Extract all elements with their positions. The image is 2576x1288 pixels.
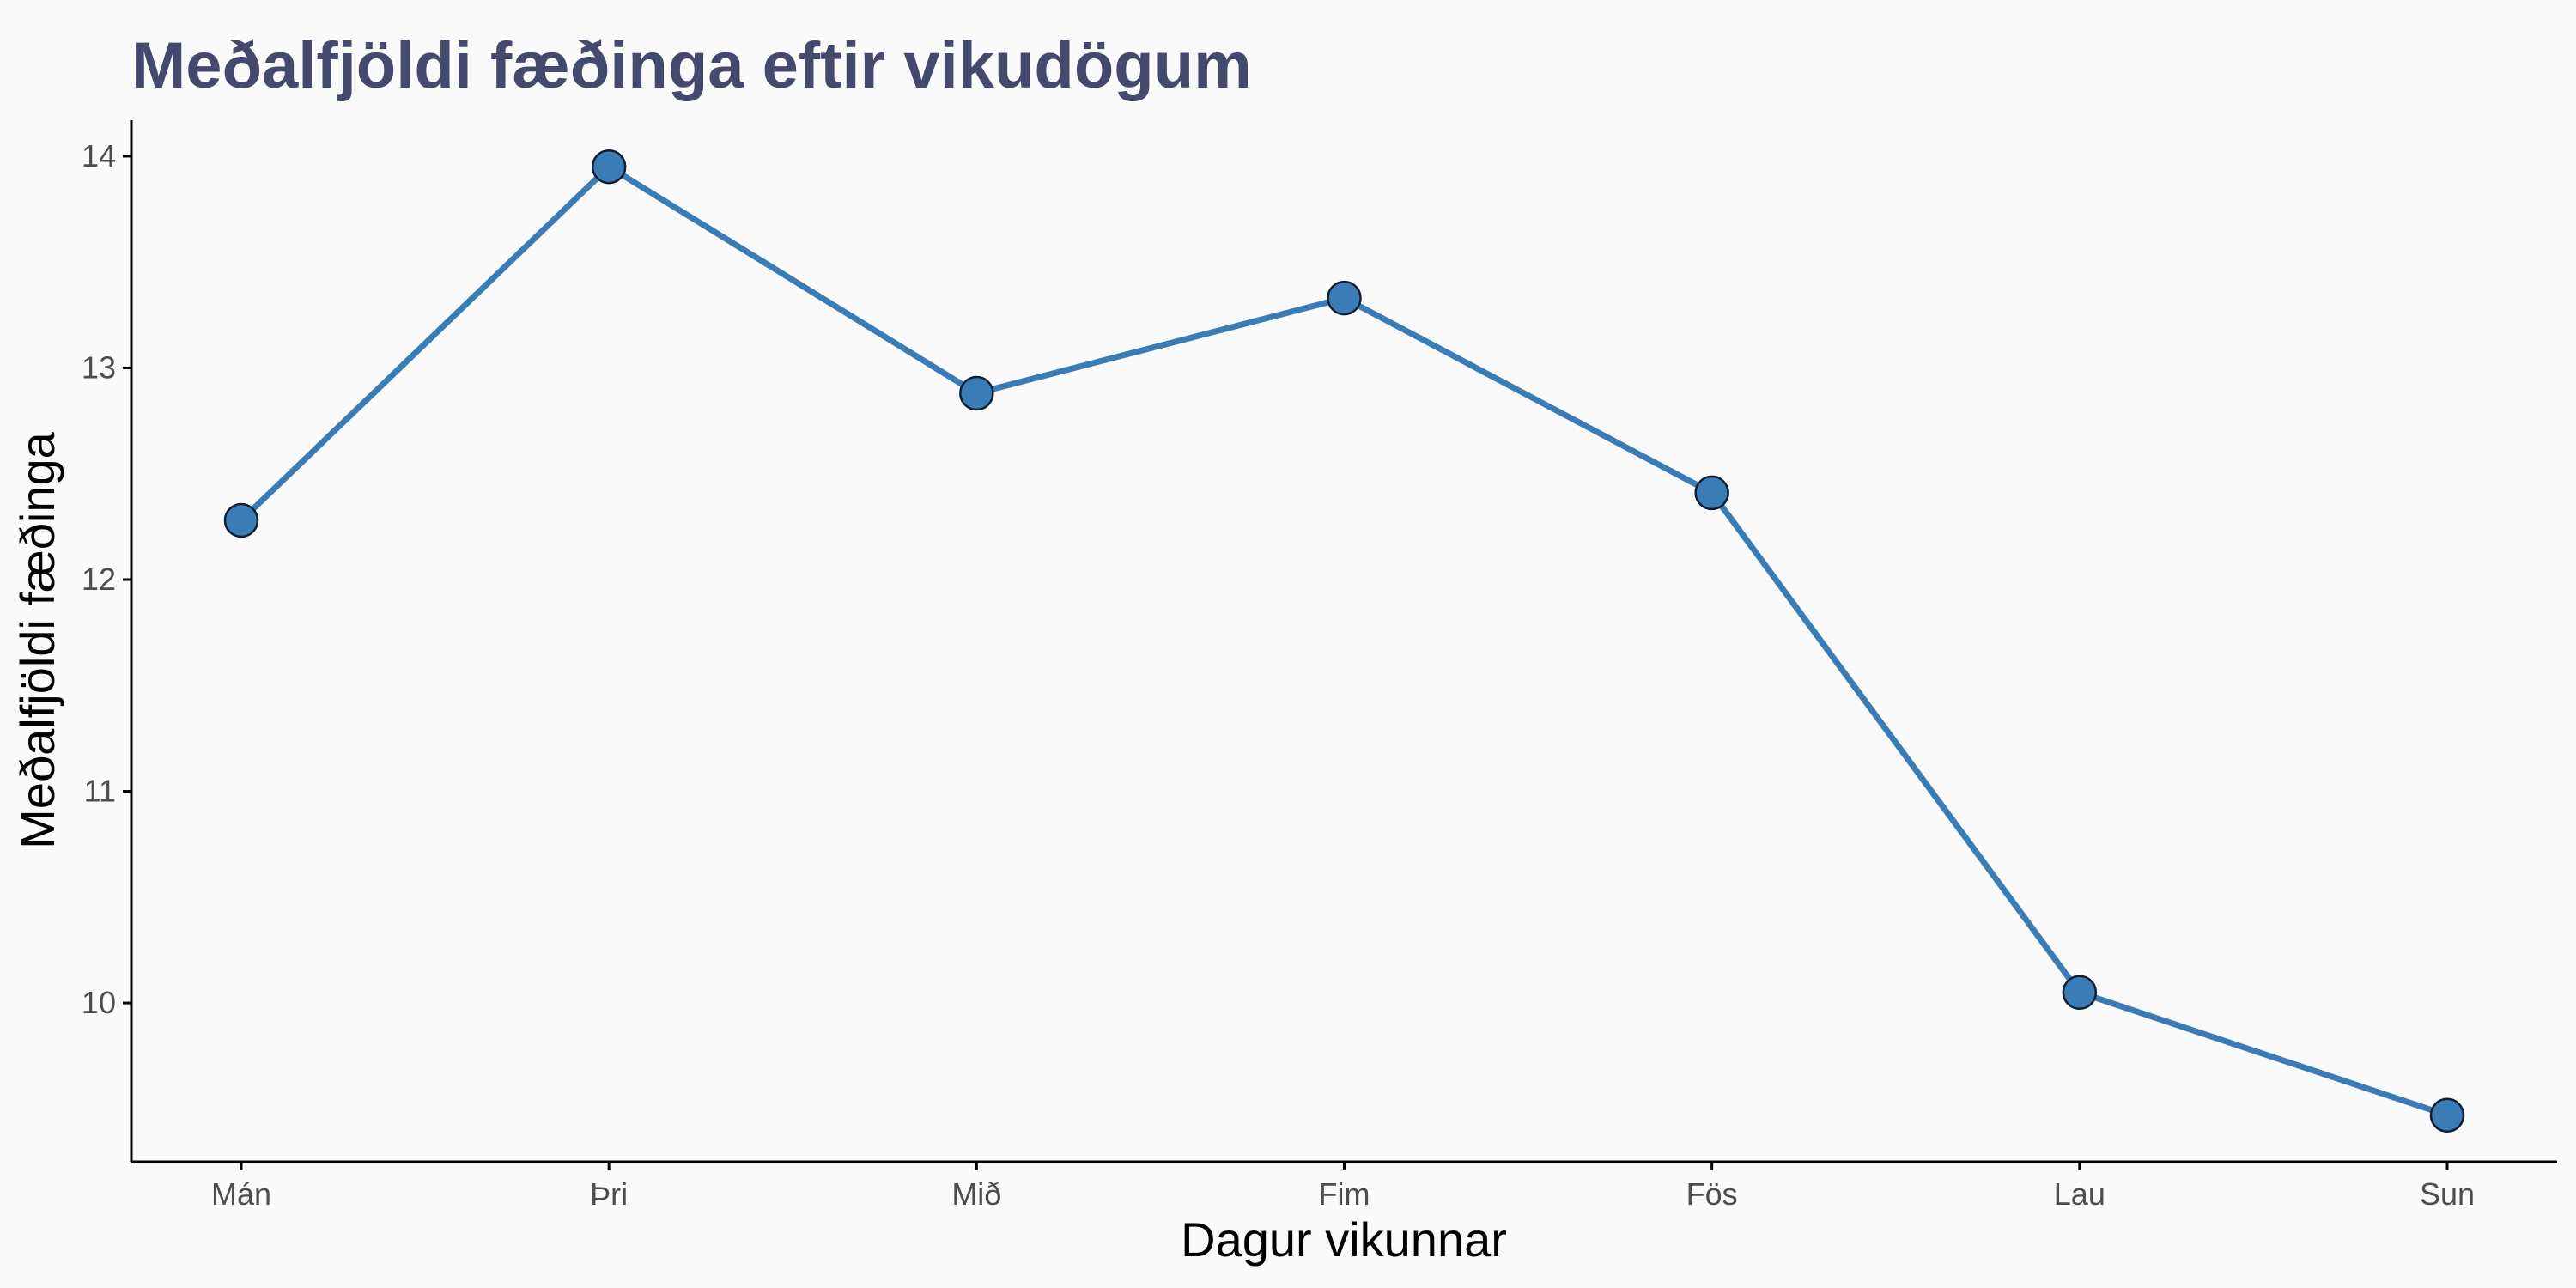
x-tick-label: Þri <box>590 1176 628 1212</box>
data-point <box>223 502 259 538</box>
data-point <box>1694 475 1729 511</box>
y-ticks: 10 11 12 13 14 <box>82 138 131 1020</box>
data-point <box>2429 1097 2465 1133</box>
x-ticks: Mán Þri Mið Fim Fös Lau Sun <box>211 1162 2475 1212</box>
data-point <box>2062 975 2098 1011</box>
x-tick-label: Fös <box>1686 1176 1738 1212</box>
series-group <box>223 149 2465 1133</box>
data-point <box>959 375 994 411</box>
y-tick-label: 10 <box>82 985 116 1020</box>
x-tick-label: Sun <box>2420 1176 2475 1212</box>
x-tick-label: Lau <box>2054 1176 2105 1212</box>
y-tick-label: 14 <box>82 138 116 173</box>
y-tick-label: 13 <box>82 349 116 385</box>
x-tick-label: Mán <box>211 1176 271 1212</box>
chart-title: Meðalfjöldi fæðinga eftir vikudögum <box>131 29 1252 102</box>
y-tick-label: 12 <box>82 562 116 597</box>
x-tick-label: Mið <box>951 1176 1001 1212</box>
data-point <box>591 149 627 185</box>
x-tick-label: Fim <box>1319 1176 1370 1212</box>
x-axis-title: Dagur vikunnar <box>1181 1212 1507 1267</box>
data-point <box>1327 280 1362 316</box>
y-axis-title: Meðalfjöldi fæðinga <box>10 431 64 848</box>
y-tick-label: 11 <box>84 774 116 809</box>
